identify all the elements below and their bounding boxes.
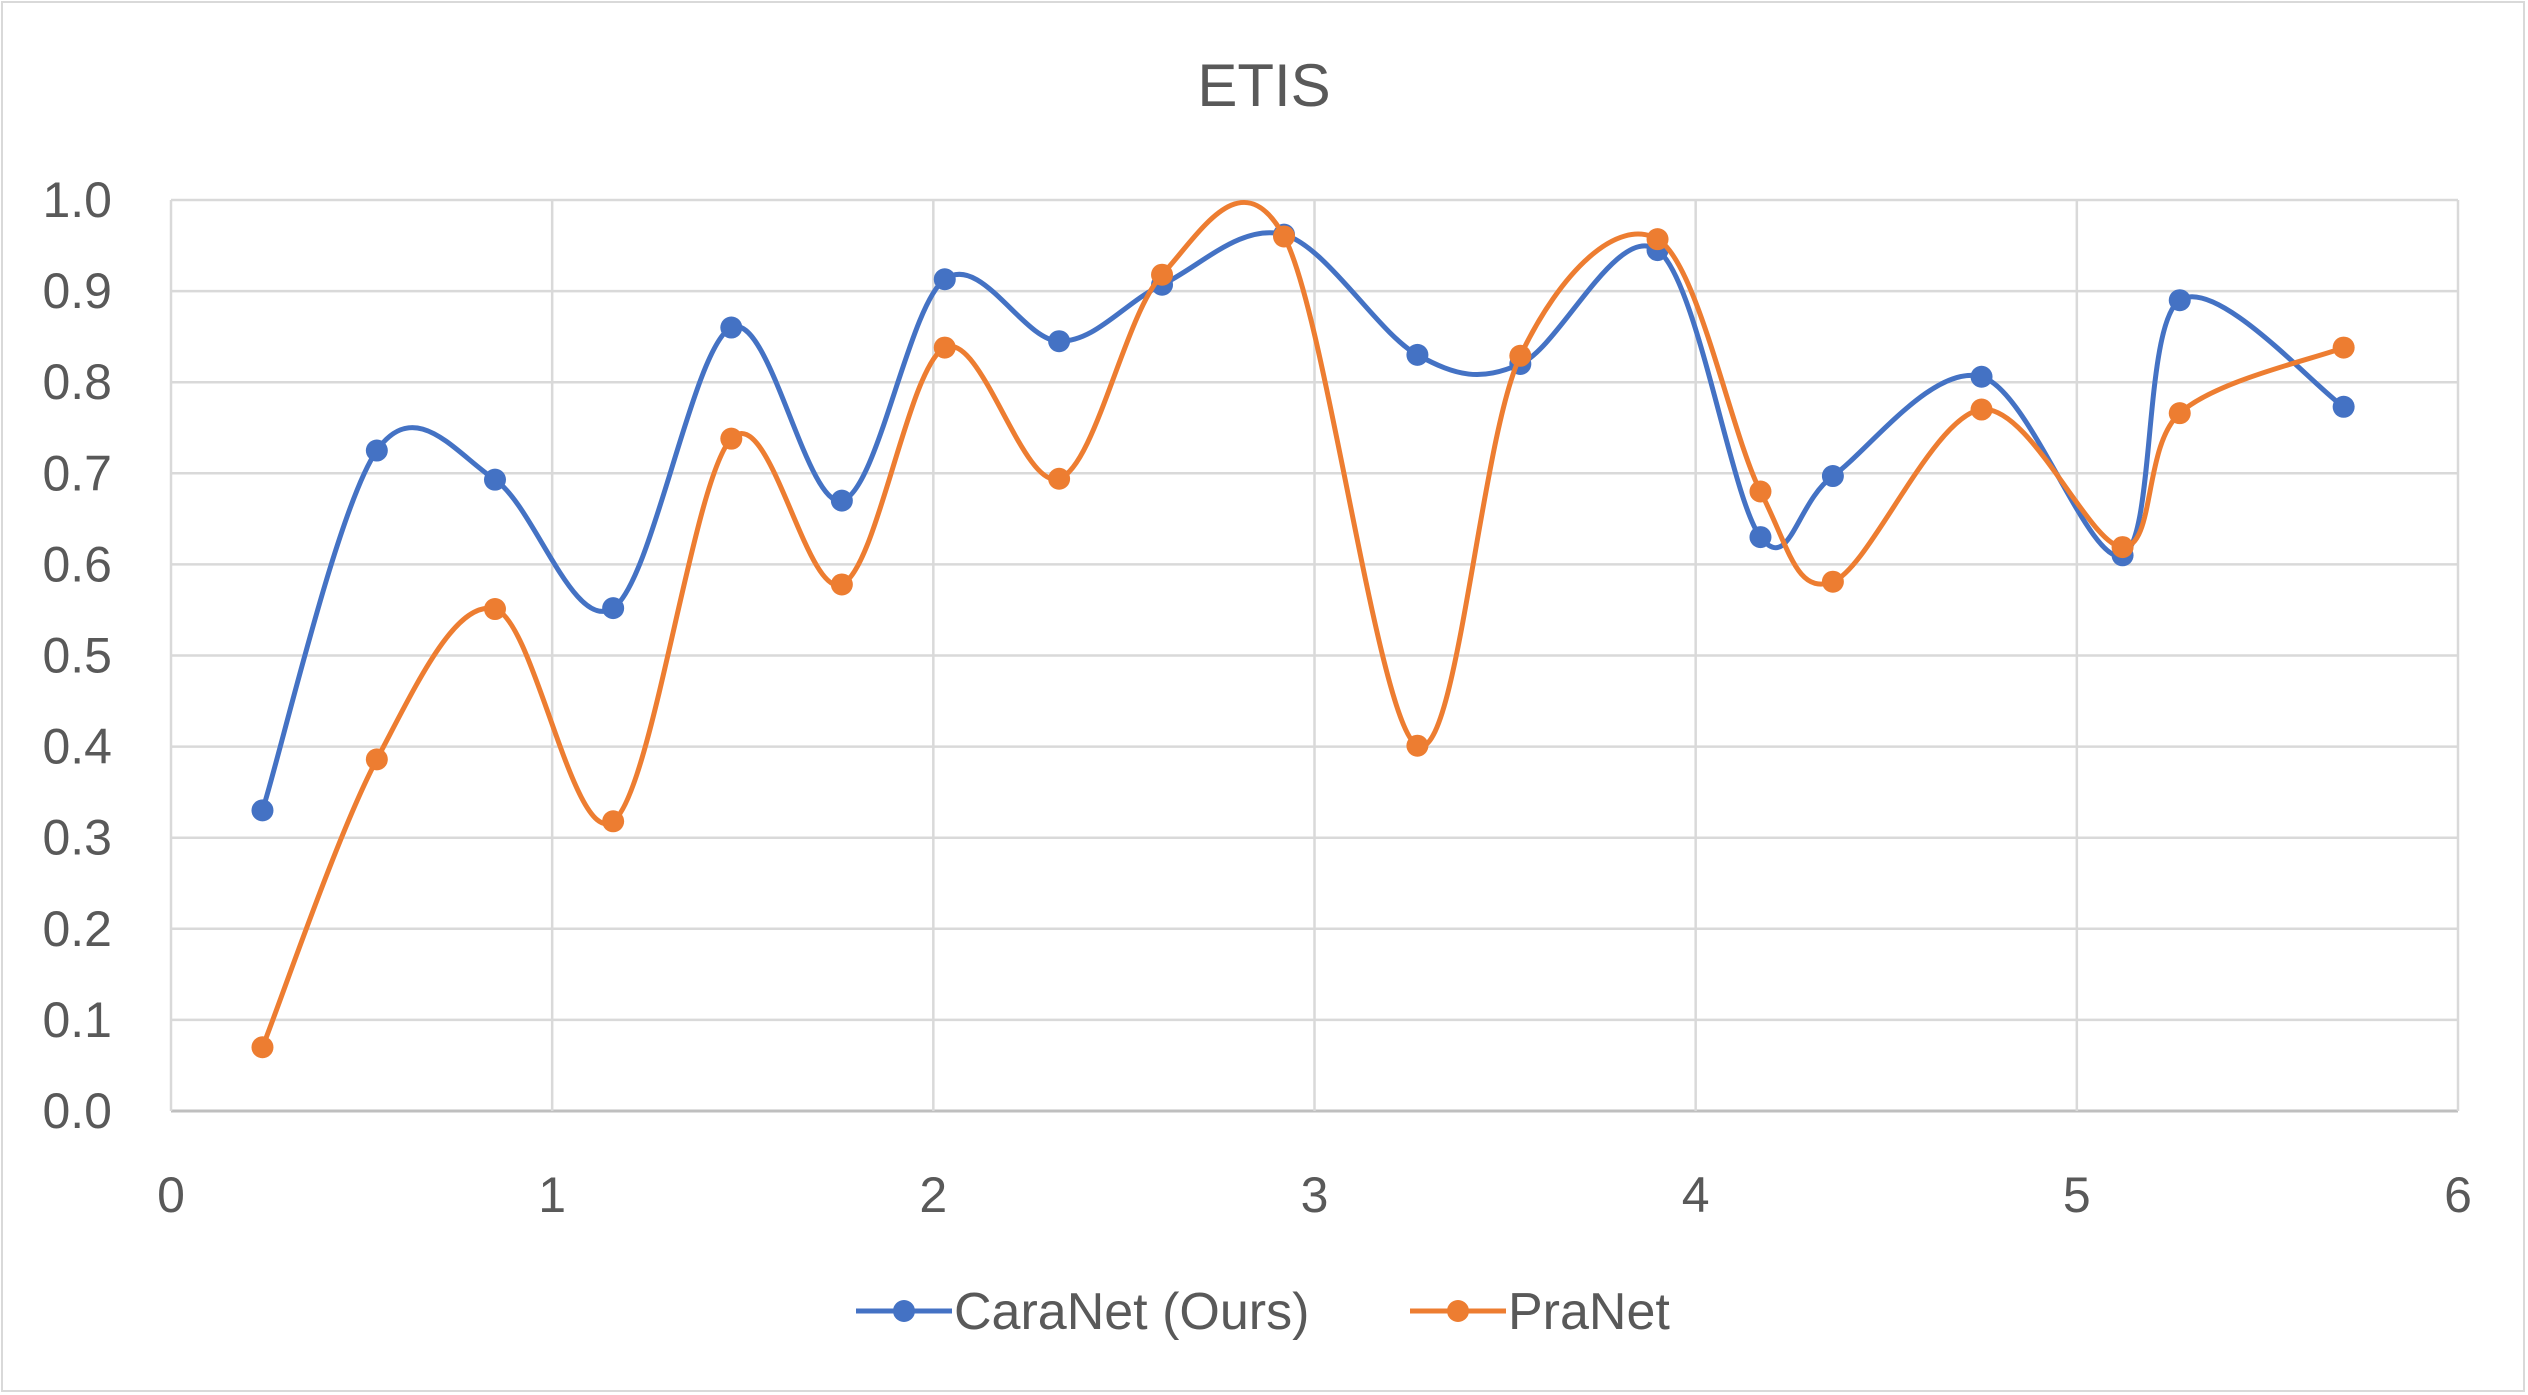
x-tick-label: 1 [538, 1167, 566, 1223]
data-point [365, 748, 388, 771]
data-point [1273, 225, 1296, 248]
y-tick-label: 1.0 [42, 172, 112, 228]
data-point [1749, 480, 1772, 503]
y-tick-label: 0.4 [42, 719, 112, 775]
data-point [251, 1036, 274, 1059]
legend-item: CaraNet (Ours) [856, 1283, 1309, 1341]
data-point [1821, 465, 1844, 488]
x-tick-labels: 0 1 2 3 4 5 6 [157, 1167, 2472, 1223]
data-point [933, 336, 956, 359]
series-layer [251, 199, 2355, 1059]
data-point [1048, 330, 1071, 353]
data-point [1821, 570, 1844, 593]
data-point [602, 597, 625, 620]
legend-item: PraNet [1410, 1283, 1670, 1341]
data-point [251, 799, 274, 822]
data-point [2168, 289, 2191, 312]
data-point [365, 439, 388, 462]
y-tick-label: 0.7 [42, 445, 112, 501]
series-1 [251, 199, 2355, 1059]
y-tick-label: 0.9 [42, 263, 112, 319]
data-point [1406, 343, 1429, 366]
data-point [1646, 228, 1669, 251]
legend-label: CaraNet (Ours) [954, 1283, 1309, 1341]
data-point [1406, 734, 1429, 757]
data-point [1048, 467, 1071, 490]
legend: CaraNet (Ours) PraNet [856, 1283, 1670, 1341]
data-point [483, 598, 506, 621]
y-tick-label: 0.2 [42, 901, 112, 957]
data-point [720, 316, 743, 339]
series-0 [251, 223, 2355, 822]
data-point [483, 468, 506, 491]
series-line [259, 199, 2347, 1050]
data-point [2332, 395, 2355, 418]
data-point [602, 810, 625, 833]
chart-title: ETIS [1197, 52, 1330, 119]
series-line [259, 230, 2347, 813]
x-tick-label: 4 [1682, 1167, 1710, 1223]
x-tick-label: 3 [1301, 1167, 1329, 1223]
data-point [830, 573, 853, 596]
legend-label: PraNet [1508, 1283, 1670, 1341]
x-tick-label: 2 [919, 1167, 947, 1223]
legend-swatch-marker [1447, 1300, 1469, 1322]
data-point [1749, 526, 1772, 549]
data-point [830, 489, 853, 512]
data-point [933, 268, 956, 291]
x-tick-label: 6 [2444, 1167, 2472, 1223]
grid [169, 198, 2460, 1113]
y-tick-label: 0.0 [42, 1083, 112, 1139]
x-tick-label: 5 [2063, 1167, 2091, 1223]
data-point [2332, 336, 2355, 359]
data-point [2111, 536, 2134, 559]
y-tick-label: 0.1 [42, 992, 112, 1048]
legend-swatch-marker [893, 1300, 915, 1322]
x-tick-label: 0 [157, 1167, 185, 1223]
data-point [1509, 344, 1532, 367]
y-tick-labels: 0.0 0.1 0.2 0.3 0.4 0.5 0.6 0.7 0.8 0.9 1.0 [42, 172, 112, 1139]
data-point [720, 427, 743, 450]
data-point [1970, 398, 1993, 421]
data-point [1151, 263, 1174, 286]
y-tick-label: 0.6 [42, 536, 112, 592]
y-tick-label: 0.8 [42, 354, 112, 410]
y-tick-label: 0.5 [42, 628, 112, 684]
y-tick-label: 0.3 [42, 810, 112, 866]
data-point [1970, 365, 1993, 388]
data-point [2168, 402, 2191, 425]
